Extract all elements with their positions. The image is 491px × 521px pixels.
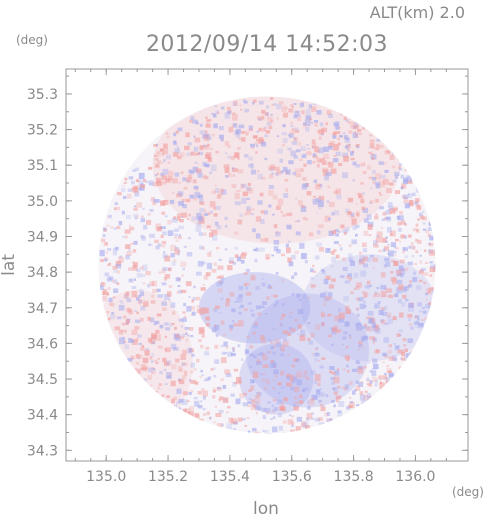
plot-frame bbox=[65, 68, 469, 462]
y-tick-label: 34.3 bbox=[27, 443, 58, 459]
y-tick-label: 34.7 bbox=[27, 301, 58, 317]
plot-border bbox=[65, 68, 469, 462]
y-tick-label: 34.4 bbox=[27, 408, 58, 424]
noise-texture bbox=[99, 97, 436, 434]
y-tick-label: 34.8 bbox=[27, 265, 58, 281]
x-tick-label: 135.0 bbox=[86, 469, 126, 485]
y-tick-label: 34.5 bbox=[27, 372, 58, 388]
data-field bbox=[98, 96, 436, 434]
y-tick-label: 35.3 bbox=[27, 87, 58, 103]
x-tick-label: 135.2 bbox=[148, 469, 188, 485]
y-axis-title: lat bbox=[0, 254, 19, 276]
x-tick-label: 135.4 bbox=[210, 469, 250, 485]
chart-timestamp: 2012/09/14 14:52:03 bbox=[146, 32, 388, 57]
y-tick-label: 34.6 bbox=[27, 336, 58, 352]
y-tick-label: 35.1 bbox=[27, 158, 58, 174]
y-unit-label: (deg) bbox=[16, 33, 48, 47]
x-tick-label: 135.8 bbox=[334, 469, 374, 485]
x-axis-title: lon bbox=[253, 499, 279, 519]
x-unit-label: (deg) bbox=[452, 485, 484, 499]
altitude-label: ALT(km) 2.0 bbox=[370, 3, 465, 22]
x-tick-label: 136.0 bbox=[395, 469, 435, 485]
y-tick-label: 35.2 bbox=[27, 123, 58, 139]
x-tick-label: 135.6 bbox=[272, 469, 312, 485]
y-axis-ticks: 34.3 34.4 34.5 34.6 34.7 34.8 34.9 35.0 35.1 35.2… bbox=[27, 75, 468, 459]
field-feature bbox=[245, 293, 370, 408]
y-tick-label: 35.0 bbox=[27, 194, 58, 210]
y-tick-label: 34.9 bbox=[27, 229, 58, 245]
x-axis-ticks: 135.0 135.2 135.4 135.6 135.8 136.0 bbox=[74, 69, 447, 485]
